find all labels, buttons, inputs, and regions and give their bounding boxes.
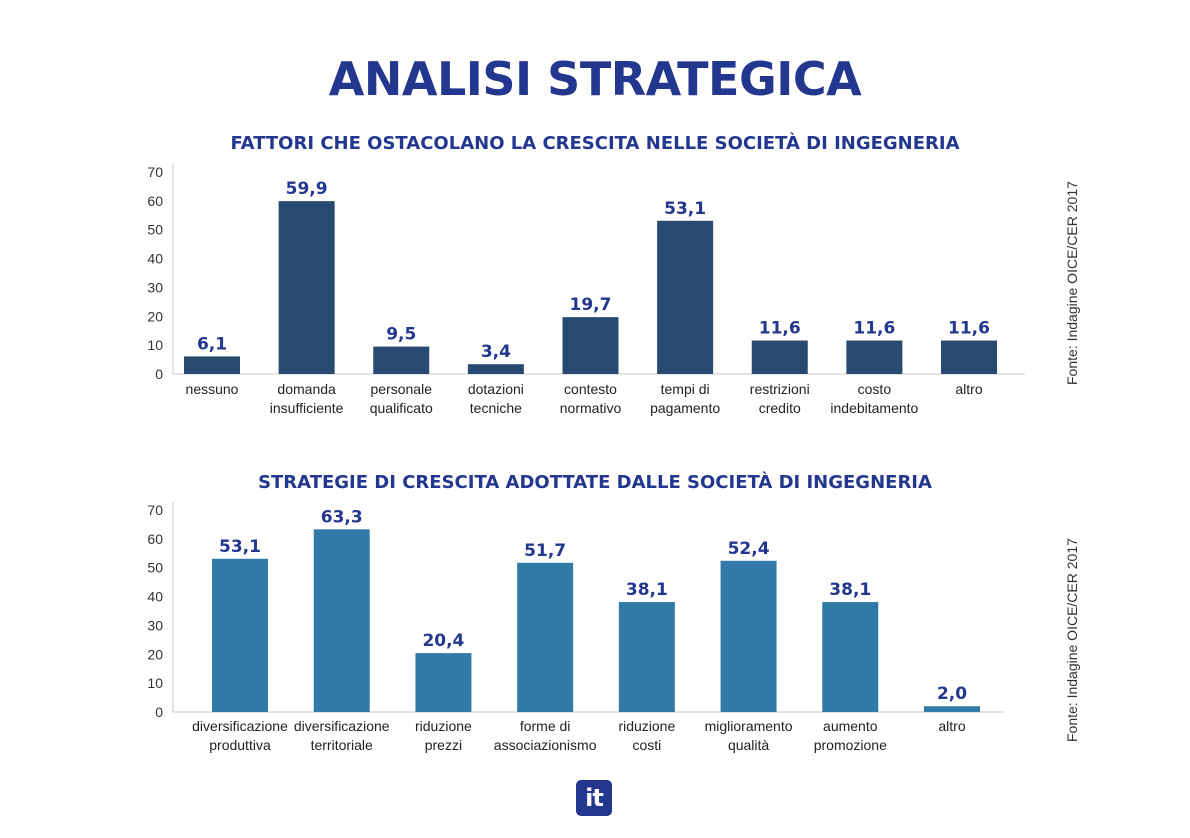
category-label: produttiva [209,737,271,753]
y-tick-label: 60 [147,193,163,209]
category-label: miglioramento [705,718,793,734]
category-label: riduzione [618,718,675,734]
data-label: 53,1 [664,199,706,219]
category-label: domanda [277,381,336,397]
data-label: 38,1 [626,580,668,600]
bar [517,562,574,712]
brand-logo-text: it [585,784,604,812]
data-label: 2,0 [937,684,967,704]
bar [278,201,335,374]
category-label: personale [371,381,433,397]
data-label: 52,4 [728,539,770,559]
bar [846,340,903,374]
category-label: qualità [728,737,769,753]
category-label: pagamento [650,400,720,416]
y-tick-label: 30 [147,279,163,295]
bar [751,340,808,374]
y-tick-label: 10 [147,337,163,353]
data-label: 38,1 [829,580,871,600]
bar [184,356,240,374]
data-label: 51,7 [524,541,566,561]
y-tick-label: 70 [147,502,163,518]
category-label: associazionismo [494,737,597,753]
category-label: tecniche [470,400,522,416]
brand-logo: it [576,780,612,816]
y-tick-label: 40 [147,251,163,267]
category-label: contesto [564,381,617,397]
category-label: riduzione [415,718,472,734]
y-tick-label: 10 [147,675,163,691]
data-label: 20,4 [422,631,464,651]
y-tick-label: 60 [147,531,163,547]
category-label: restrizioni [750,381,810,397]
data-label: 6,1 [197,334,227,354]
category-label: indebitamento [830,400,918,416]
bar [657,220,714,374]
y-tick-label: 0 [155,704,163,720]
data-label: 63,3 [321,507,363,527]
category-label: insufficiente [270,400,344,416]
bar [924,706,980,712]
category-label: costi [632,737,661,753]
bar [720,560,777,712]
data-label: 11,6 [759,319,801,339]
category-label: altro [938,718,965,734]
category-label: credito [759,400,801,416]
category-label: aumento [823,718,878,734]
data-label: 59,9 [286,179,328,199]
bar [822,602,879,712]
data-label: 3,4 [481,342,511,362]
category-label: promozione [814,737,887,753]
y-tick-label: 50 [147,560,163,576]
category-label: dotazioni [468,381,524,397]
category-label: nessuno [186,381,239,397]
bar [467,364,524,374]
data-label: 53,1 [219,537,261,557]
bar [618,602,675,712]
category-label: diversificazione [192,718,288,734]
data-label: 11,6 [948,319,990,339]
y-tick-label: 0 [155,366,163,382]
y-tick-label: 20 [147,308,163,324]
bar [313,529,370,712]
y-tick-label: 70 [147,164,163,180]
page-title: ANALISI STRATEGICA [328,52,862,106]
y-tick-label: 30 [147,617,163,633]
data-label: 9,5 [386,325,416,345]
category-label: prezzi [425,737,462,753]
category-label: costo [858,381,892,397]
bar [373,346,430,374]
y-tick-label: 20 [147,646,163,662]
bar [212,558,268,712]
category-label: diversificazione [294,718,390,734]
category-label: altro [955,381,982,397]
chart2-source: Fonte: Indagine OICE/CER 2017 [1064,538,1080,742]
category-label: normativo [560,400,622,416]
category-label: tempi di [661,381,710,397]
bar [415,653,472,712]
chart1-title: FATTORI CHE OSTACOLANO LA CRESCITA NELLE… [230,133,960,154]
y-tick-label: 40 [147,589,163,605]
bar [562,317,619,374]
data-label: 19,7 [570,295,612,315]
data-label: 11,6 [853,319,895,339]
category-label: forme di [520,718,571,734]
y-tick-label: 50 [147,222,163,238]
chart2-title: STRATEGIE DI CRESCITA ADOTTATE DALLE SOC… [258,472,932,493]
category-label: qualificato [370,400,433,416]
category-label: territoriale [311,737,373,753]
bar [941,340,997,374]
